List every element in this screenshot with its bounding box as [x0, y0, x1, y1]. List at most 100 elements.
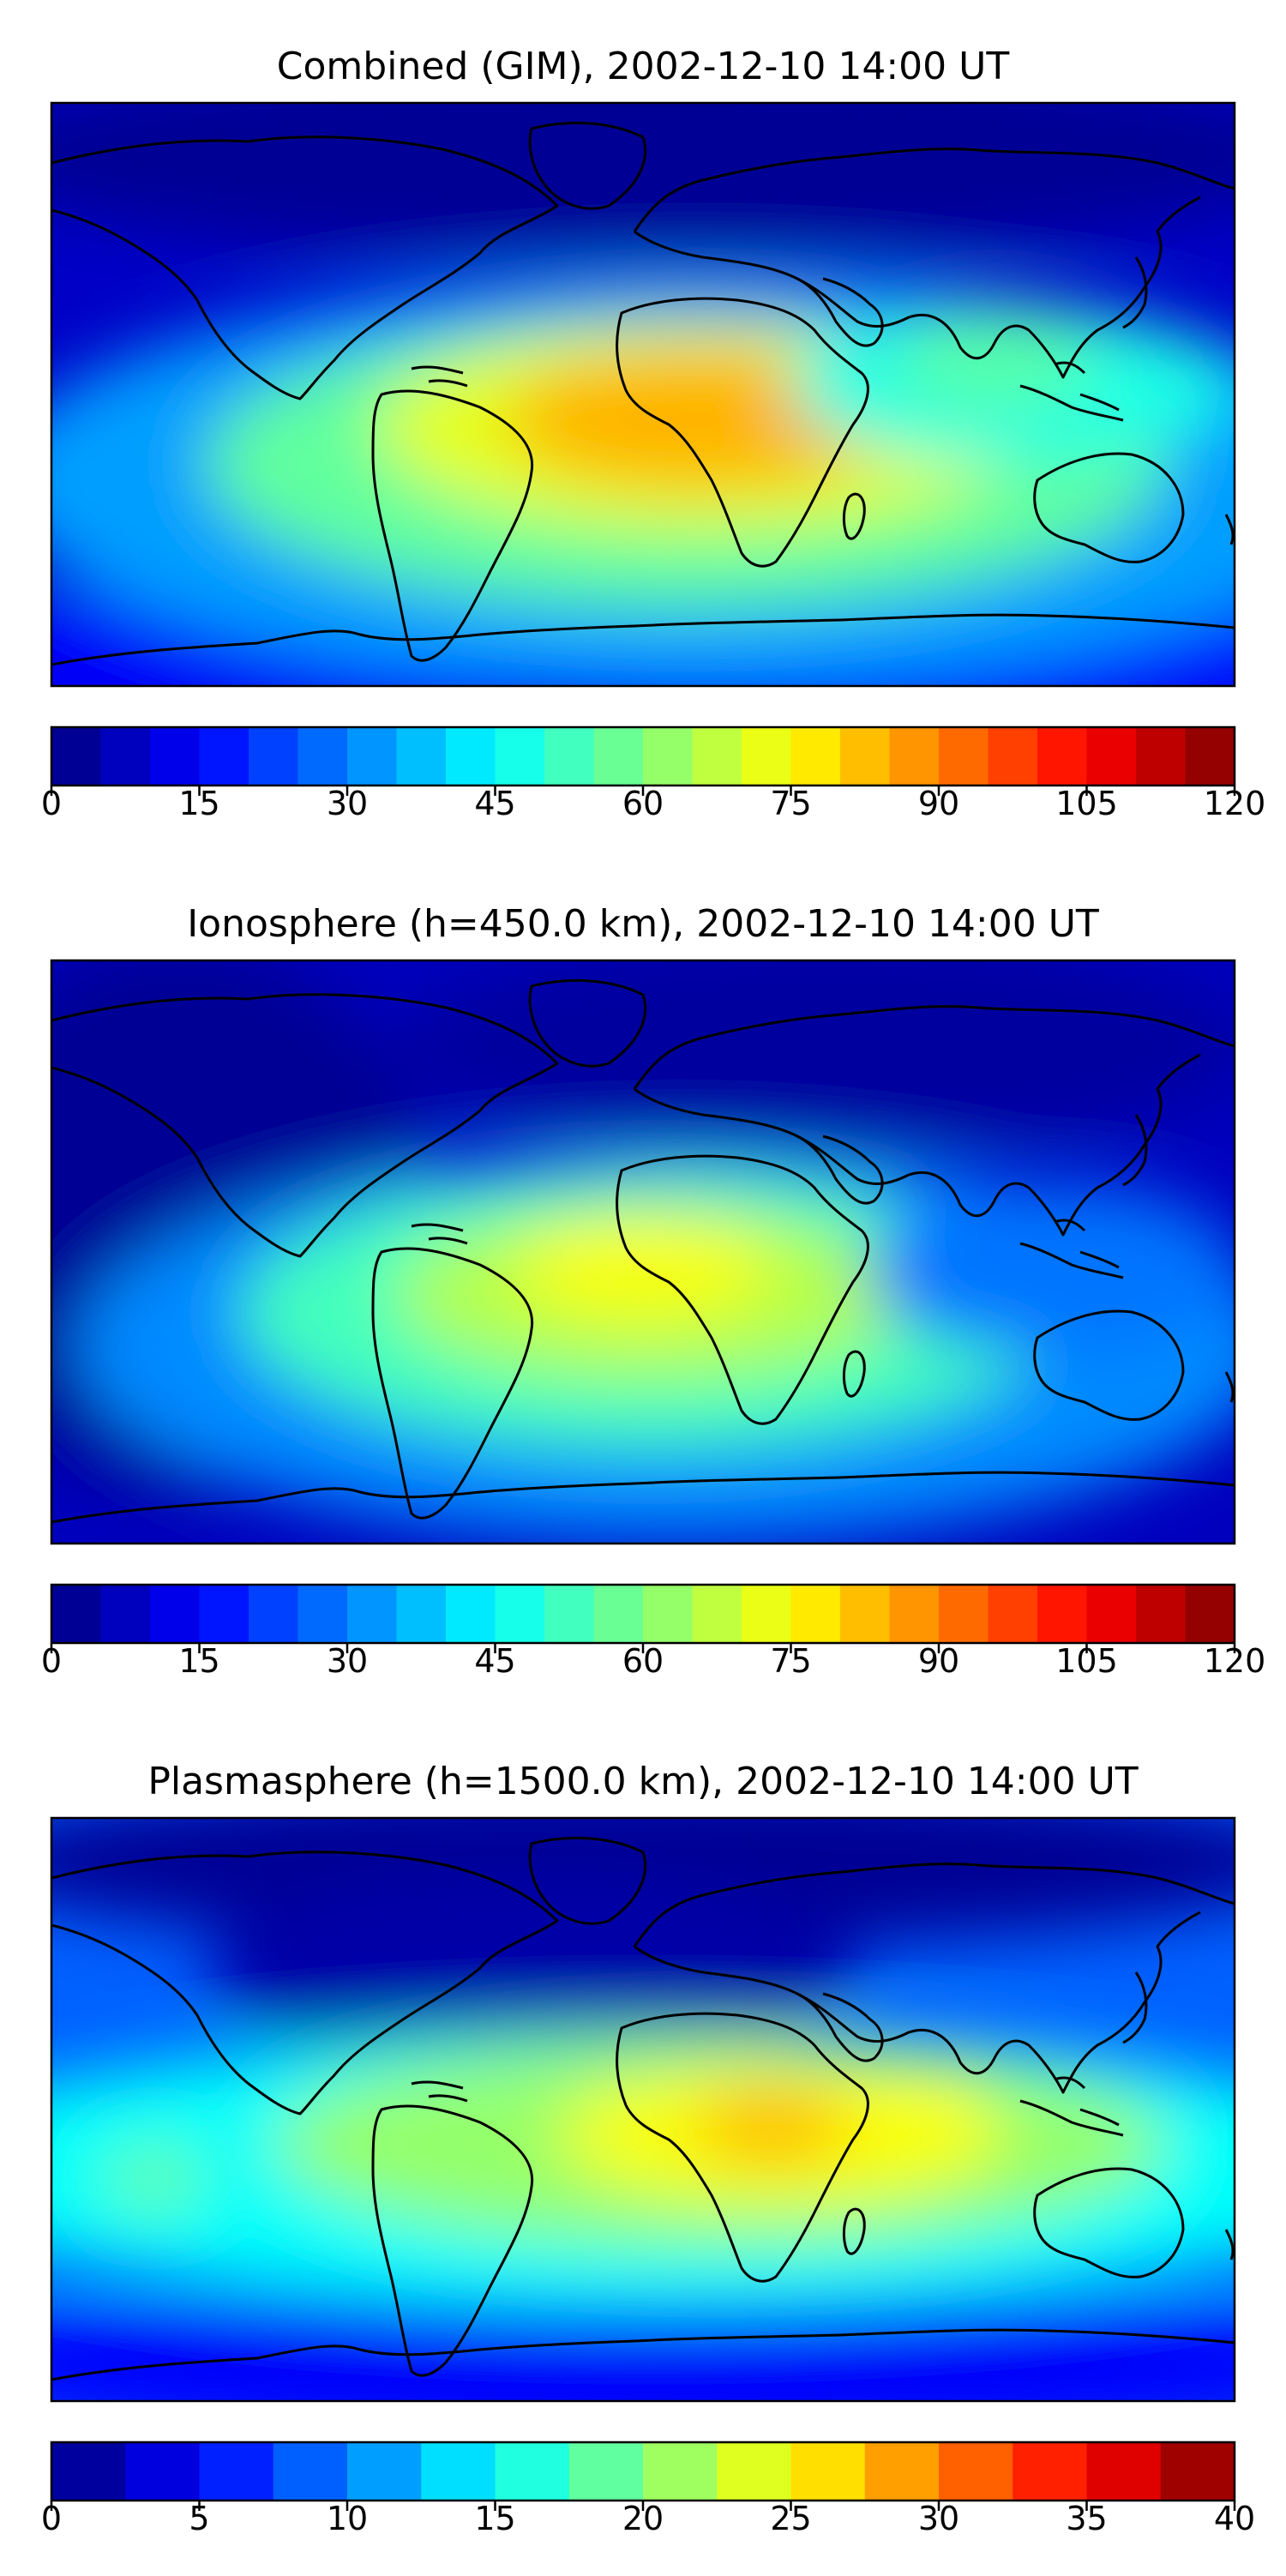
field-contour-8: [866, 1183, 1235, 1355]
colorbar-tick-label: 75: [770, 785, 811, 822]
colorbar-tick-label: 60: [622, 1642, 664, 1680]
field-contour-7: [514, 1218, 772, 1321]
colorbar-level-1: [51, 1585, 102, 1643]
colorbar-tick-label: 35: [1066, 2500, 1107, 2537]
colorbar-level-20: [988, 727, 1038, 785]
colorbar-level-23: [1136, 1585, 1187, 1643]
field-contour-3: [51, 2290, 1235, 2401]
colorbar-level-5: [347, 2442, 422, 2501]
colorbar-level-7: [495, 2442, 570, 2501]
colorbar-tick-label: 120: [1204, 785, 1266, 822]
colorbar-level-10: [495, 1585, 545, 1643]
colorbar-tick-label: 105: [1055, 785, 1118, 822]
colorbar-level-12: [593, 1585, 644, 1643]
colorbar-tick-label: 15: [178, 785, 219, 822]
colorbar-tick-label: 105: [1055, 1642, 1118, 1680]
colorbar-level-9: [446, 1585, 496, 1643]
colorbar-level-21: [1037, 1585, 1088, 1643]
colorbar-tick-label: 120: [1204, 1642, 1266, 1680]
colorbar-tick-label: 10: [327, 2500, 368, 2537]
colorbar-level-23: [1136, 727, 1187, 785]
colorbar-level-8: [396, 1585, 447, 1643]
colorbar-level-24: [1185, 727, 1235, 785]
colorbar-level-15: [742, 1585, 792, 1643]
colorbar-level-9: [446, 727, 496, 785]
field-contour-9: [103, 2148, 206, 2208]
colorbar-level-12: [864, 2442, 940, 2501]
map-frame: [50, 1816, 1236, 2403]
colorbar-level-10: [495, 727, 545, 785]
colorbar-level-2: [100, 727, 151, 785]
colorbar-tick-label: 45: [474, 1642, 515, 1680]
colorbar-tick-label: 25: [770, 2500, 811, 2537]
colorbar-level-7: [347, 727, 398, 785]
colorbar-level-3: [150, 727, 201, 785]
map-field: [51, 1818, 1235, 2401]
colorbar-level-11: [544, 727, 595, 785]
colorbar-level-19: [939, 727, 989, 785]
chart-panel-1: Combined (GIM), 2002-12-10 14:00 UT 0 15 30…: [41, 45, 1266, 822]
map-frame: [50, 959, 1236, 1545]
colorbar-level-16: [1160, 2442, 1235, 2501]
colorbar-level-5: [249, 1585, 299, 1643]
colorbar-level-22: [1086, 1585, 1137, 1643]
colorbar-level-14: [692, 1585, 742, 1643]
colorbar-tick-label: 30: [918, 2500, 959, 2537]
colorbar-tick-label: 20: [622, 2500, 664, 2537]
colorbar-tick-label: 15: [474, 2500, 515, 2537]
colorbar-level-7: [347, 1585, 398, 1643]
colorbar-level-1: [51, 2442, 126, 2501]
colorbar-level-14: [1013, 2442, 1088, 2501]
colorbar-level-9: [643, 2442, 718, 2501]
colorbar-level-8: [568, 2442, 644, 2501]
colorbar-level-14: [692, 727, 742, 785]
colorbar-level-2: [125, 2442, 201, 2501]
field-contour-8: [900, 2071, 969, 2114]
colorbar-level-16: [790, 1585, 841, 1643]
colorbar-level-4: [199, 1585, 249, 1643]
colorbar-tick-label: 90: [918, 1642, 959, 1680]
colorbar-level-13: [939, 2442, 1013, 2501]
colorbar-level-13: [643, 727, 694, 785]
colorbar-level-8: [396, 727, 447, 785]
field-contour-7: [694, 2092, 849, 2161]
field-contour-2: [206, 1878, 857, 2067]
colorbar: 0 5 10 15 20 25 30 35 40: [41, 2441, 1255, 2537]
chart-panel-2: Ionosphere (h=450.0 km), 2002-12-10 14:0…: [41, 902, 1266, 1680]
chart-title: Plasmasphere (h=1500.0 km), 2002-12-10 1…: [147, 1760, 1138, 1803]
colorbar-tick-label: 0: [41, 785, 62, 822]
colorbar-level-3: [150, 1585, 201, 1643]
colorbar-level-1: [51, 727, 102, 785]
colorbar-level-11: [790, 2442, 866, 2501]
chart-panel-3: Plasmasphere (h=1500.0 km), 2002-12-10 1…: [41, 1760, 1255, 2537]
colorbar-level-11: [544, 1585, 595, 1643]
colorbar-level-24: [1185, 1585, 1235, 1643]
colorbar-level-21: [1037, 727, 1088, 785]
colorbar-level-12: [593, 727, 644, 785]
colorbar-level-6: [421, 2442, 496, 2501]
chart-title: Combined (GIM), 2002-12-10 14:00 UT: [277, 45, 1010, 88]
map-field: [51, 103, 1235, 686]
colorbar-level-15: [742, 727, 792, 785]
colorbar-tick-label: 30: [327, 785, 368, 822]
colorbar-tick-label: 40: [1214, 2500, 1255, 2537]
colorbar-level-4: [199, 727, 249, 785]
colorbar-tick-label: 60: [622, 785, 664, 822]
colorbar-level-6: [297, 727, 348, 785]
field-contour-9: [892, 309, 1097, 412]
field-contour-2: [394, 960, 1235, 1149]
colorbar-level-4: [273, 2442, 348, 2501]
colorbar-level-20: [988, 1585, 1038, 1643]
colorbar-level-18: [889, 1585, 940, 1643]
colorbar-tick-label: 90: [918, 785, 959, 822]
colorbar-level-10: [717, 2442, 792, 2501]
colorbar-level-3: [199, 2442, 274, 2501]
map-frame: [50, 101, 1236, 688]
colorbar-level-13: [643, 1585, 694, 1643]
colorbar-level-19: [939, 1585, 989, 1643]
colorbar-tick-label: 0: [41, 2500, 62, 2537]
colorbar: 0 15 30 45 60 75 90 105 120: [41, 725, 1266, 822]
colorbar: 0 15 30 45 60 75 90 105 120: [41, 1583, 1266, 1680]
